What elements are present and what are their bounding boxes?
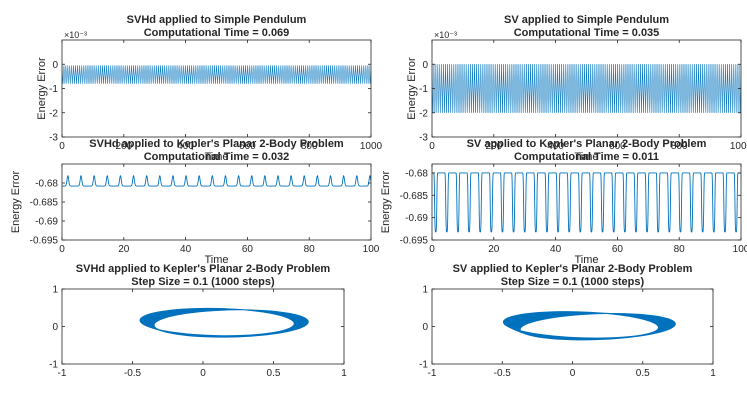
- y-tick-label: -0.685: [30, 198, 59, 209]
- y-tick-label: -0.68: [35, 179, 58, 190]
- x-tick-label: -0.5: [494, 368, 512, 379]
- chart-subtitle: Computational Time = 0.035: [514, 27, 660, 39]
- x-tick-label: 100: [363, 244, 380, 255]
- y-tick-label: -0.685: [400, 191, 429, 202]
- x-tick-label: 0.5: [267, 368, 281, 379]
- x-tick-label: -1: [58, 368, 67, 379]
- data-series-line: [62, 65, 371, 84]
- y-axis-label: Energy Error: [36, 57, 48, 120]
- x-tick-label: 1: [710, 368, 716, 379]
- x-tick-label: -1: [428, 368, 437, 379]
- x-tick-label: 0: [429, 244, 435, 255]
- x-axis-label: Time: [574, 151, 598, 163]
- svhd-kepler-orbit-panel: SVHd applied to Kepler's Planar 2-Body P…: [49, 263, 347, 379]
- y-tick-label: -0.69: [405, 213, 428, 224]
- x-tick-label: 0: [59, 244, 65, 255]
- y-tick-label: 0: [52, 60, 58, 71]
- y-tick-label: -3: [419, 133, 428, 144]
- chart-subtitle: Computational Time = 0.011: [514, 151, 659, 163]
- y-tick-label: -1: [49, 84, 58, 95]
- x-axis-label: Time: [204, 254, 228, 266]
- x-tick-label: 100: [733, 244, 747, 255]
- x-tick-label: 400: [547, 141, 564, 152]
- x-tick-label: 800: [671, 141, 688, 152]
- chart-title: SV applied to Simple Pendulum: [504, 14, 669, 26]
- axes-box: [61, 163, 372, 241]
- data-series-line: [139, 307, 309, 338]
- x-tick-label: 20: [488, 244, 500, 255]
- y-tick-label: 0: [52, 322, 58, 333]
- y-tick-label: -1: [419, 360, 428, 371]
- x-tick-label: 1: [341, 368, 347, 379]
- y-axis-label: Energy Error: [380, 170, 392, 233]
- chart-subtitle: Computational Time = 0.069: [144, 27, 290, 39]
- sv-kepler-orbit-panel: SV applied to Kepler's Planar 2-Body Pro…: [419, 263, 716, 379]
- x-tick-label: 40: [180, 244, 192, 255]
- y-tick-label: -1: [49, 360, 58, 371]
- svhd-pendulum-energy-panel: SVHd applied to Simple PendulumComputati…: [36, 14, 383, 163]
- x-tick-label: 40: [550, 244, 562, 255]
- axes-box: [431, 39, 742, 138]
- sv-kepler-energy-panel: SV applied to Kepler's Planar 2-Body Pro…: [380, 138, 747, 266]
- chart-title: SVHd applied to Kepler's Planar 2-Body P…: [89, 138, 344, 150]
- data-series-line: [62, 174, 371, 187]
- y-tick-label: -0.69: [35, 217, 58, 228]
- chart-title: SVHd applied to Simple Pendulum: [127, 14, 307, 26]
- x-tick-label: -0.5: [124, 368, 142, 379]
- y-tick-label: -0.68: [405, 168, 428, 179]
- chart-title: SVHd applied to Kepler's Planar 2-Body P…: [76, 263, 331, 275]
- x-tick-label: 80: [674, 244, 686, 255]
- chart-title: SV applied to Kepler's Planar 2-Body Pro…: [453, 263, 693, 275]
- y-tick-label: -3: [49, 133, 58, 144]
- x-tick-label: 0: [200, 368, 206, 379]
- y-tick-label: -0.695: [400, 236, 429, 247]
- sv-pendulum-energy-panel: SV applied to Simple PendulumComputation…: [406, 14, 747, 163]
- y-tick-label: 1: [52, 285, 58, 296]
- axes-box: [61, 39, 372, 138]
- x-axis-label: Time: [204, 151, 228, 163]
- chart-subtitle: Step Size = 0.1 (1000 steps): [501, 276, 645, 288]
- y-tick-label: -1: [419, 84, 428, 95]
- x-tick-label: 1000: [730, 141, 747, 152]
- x-tick-label: 200: [485, 141, 502, 152]
- x-tick-label: 60: [242, 244, 254, 255]
- y-exponent-label: ×10⁻³: [64, 30, 87, 40]
- x-tick-label: 200: [115, 141, 132, 152]
- x-tick-label: 0: [570, 368, 576, 379]
- svhd-kepler-energy-panel: SVHd applied to Kepler's Planar 2-Body P…: [10, 138, 380, 266]
- y-tick-label: 0: [422, 322, 428, 333]
- y-exponent-label: ×10⁻³: [434, 30, 457, 40]
- x-tick-label: 60: [612, 244, 624, 255]
- y-axis-label: Energy Error: [406, 57, 418, 120]
- x-axis-label: Time: [574, 254, 598, 266]
- axes-box: [431, 163, 742, 241]
- y-tick-label: -0.695: [30, 236, 59, 247]
- x-tick-label: 400: [177, 141, 194, 152]
- chart-subtitle: Computational Time = 0.032: [144, 151, 290, 163]
- chart-subtitle: Step Size = 0.1 (1000 steps): [131, 276, 275, 288]
- y-axis-label: Energy Error: [10, 170, 22, 233]
- x-tick-label: 1000: [360, 141, 383, 152]
- chart-title: SV applied to Kepler's Planar 2-Body Pro…: [467, 138, 707, 150]
- x-tick-label: 0: [59, 141, 65, 152]
- y-tick-label: -2: [49, 108, 58, 119]
- x-tick-label: 600: [239, 141, 256, 152]
- data-series-line: [502, 311, 676, 341]
- y-tick-label: 0: [422, 60, 428, 71]
- data-series-line: [432, 64, 741, 113]
- y-tick-label: -2: [419, 108, 428, 119]
- x-tick-label: 0: [429, 141, 435, 152]
- data-series-line: [432, 172, 741, 233]
- x-tick-label: 800: [301, 141, 318, 152]
- x-tick-label: 600: [609, 141, 626, 152]
- x-tick-label: 80: [304, 244, 316, 255]
- x-tick-label: 0.5: [636, 368, 650, 379]
- y-tick-label: 1: [422, 285, 428, 296]
- x-tick-label: 20: [118, 244, 130, 255]
